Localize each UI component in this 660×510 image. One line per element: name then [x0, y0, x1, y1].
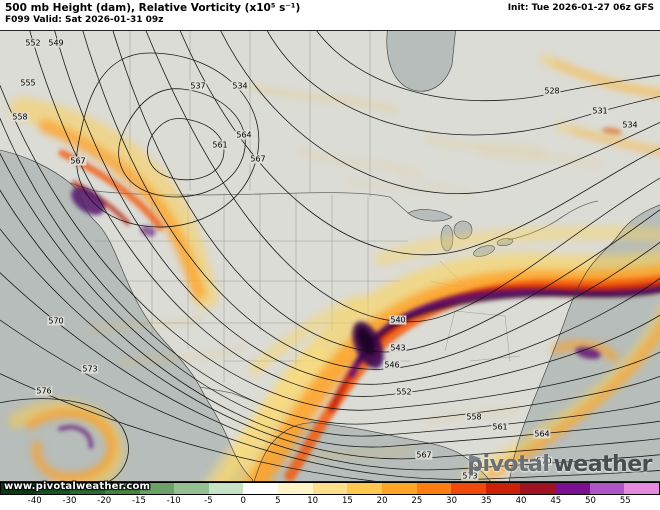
- colorbar-ticks: -40 -30 -20 -15 -10 -5 0 5 10 15 20 25 30 35 40 45 50 55: [0, 495, 660, 509]
- contour-label: 570: [47, 316, 65, 326]
- contour-label: 558: [465, 412, 483, 422]
- colorbar-tick-label: 30: [446, 496, 457, 506]
- colorbar-segment: [589, 483, 625, 494]
- colorbar-segment: [416, 483, 452, 494]
- page-title: 500 mb Height (dam), Relative Vorticity …: [5, 2, 301, 14]
- colorbar: -40 -30 -20 -15 -10 -5 0 5 10 15 20 25 30 35 40 45 50 55: [0, 482, 660, 510]
- map-area: 552 549 555 558 537 534 528 531 534 561 564 567 567 5…: [0, 30, 660, 482]
- colorbar-segment: [70, 483, 105, 494]
- colorbar-tick-label: 45: [550, 496, 562, 506]
- colorbar-segment: [174, 483, 209, 494]
- contour-label: 564: [533, 429, 551, 439]
- brand-watermark: pivotal weather: [467, 452, 652, 477]
- colorbar-segment: [485, 483, 521, 494]
- colorbar-tick-label: -20: [97, 496, 112, 506]
- contour-label: 531: [591, 106, 609, 116]
- contour-label: 567: [415, 450, 433, 460]
- colorbar-tick-label: 35: [480, 496, 492, 506]
- contour-label: 564: [235, 130, 253, 140]
- colorbar-tick-label: 25: [411, 496, 423, 506]
- map-canvas: [0, 31, 660, 481]
- colorbar-tick-label: 5: [275, 496, 281, 506]
- colorbar-segment: [555, 483, 590, 494]
- contour-label: 546: [383, 360, 401, 370]
- contour-layer: [0, 31, 660, 481]
- contour-label: 540: [389, 315, 407, 325]
- colorbar-segment: [1, 483, 36, 494]
- valid-time: F099 Valid: Sat 2026-01-31 09z: [5, 14, 164, 25]
- url-watermark: www.pivotalweather.com: [4, 481, 151, 492]
- colorbar-tick-label: 10: [307, 496, 319, 506]
- colorbar-segment: [35, 483, 71, 494]
- contour-label: 567: [249, 154, 267, 164]
- colorbar-segment: [243, 483, 278, 494]
- vorticity-core-layer: [58, 127, 660, 481]
- contour-label: 567: [69, 156, 87, 166]
- contour-label: 534: [621, 120, 639, 130]
- colorbar-segment: [381, 483, 417, 494]
- colorbar-tick-label: -5: [204, 496, 213, 506]
- colorbar-tick-label: -30: [62, 496, 77, 506]
- contour-label: 561: [491, 422, 509, 432]
- colorbar-tick-label: 40: [515, 496, 527, 506]
- brand-word-2: weather: [553, 452, 652, 477]
- colorbar-tick-label: -10: [166, 496, 181, 506]
- colorbar-tick-label: 20: [376, 496, 388, 506]
- contour-label: 558: [11, 112, 29, 122]
- colorbar-tick-label: 0: [240, 496, 246, 506]
- contour-label: 552: [395, 387, 413, 397]
- title-block: 500 mb Height (dam), Relative Vorticity …: [5, 2, 300, 26]
- brand-logo-icon: [469, 454, 482, 469]
- contour-label: 549: [47, 38, 65, 48]
- init-time: Init: Tue 2026-01-27 06z GFS: [507, 3, 654, 13]
- colorbar-segment: [104, 483, 140, 494]
- brand-word-1: pivotal: [467, 452, 550, 477]
- contour-label: 570: [535, 456, 553, 466]
- colorbar-segment: [624, 483, 659, 494]
- colorbar-tick-label: 50: [585, 496, 596, 506]
- contour-label: 537: [189, 81, 207, 91]
- contour-label: 552: [24, 38, 42, 48]
- colorbar-segment: [451, 483, 486, 494]
- lakes-layer: [407, 209, 514, 257]
- colorbar-tick-label: 15: [341, 496, 353, 506]
- colorbar-segment: [139, 483, 175, 494]
- colorbar-tick-label: -40: [27, 496, 42, 506]
- contour-label: 543: [389, 343, 407, 353]
- colorbar-segment: [312, 483, 348, 494]
- contour-label: 555: [19, 78, 37, 88]
- contour-label: 573: [461, 471, 479, 481]
- colorbar-segment: [278, 483, 313, 494]
- colorbar-segment: [520, 483, 555, 494]
- contour-label: 576: [35, 386, 53, 396]
- contour-label: 528: [543, 86, 561, 96]
- colorbar-segment: [208, 483, 244, 494]
- header: 500 mb Height (dam), Relative Vorticity …: [0, 0, 660, 30]
- contour-label: 561: [211, 140, 229, 150]
- colorbar-segment: [347, 483, 382, 494]
- contour-label: 534: [231, 81, 249, 91]
- contour-label: 573: [81, 364, 99, 374]
- colorbar-strip: [0, 482, 660, 495]
- colorbar-tick-label: 55: [619, 496, 631, 506]
- colorbar-tick-label: -15: [131, 496, 146, 506]
